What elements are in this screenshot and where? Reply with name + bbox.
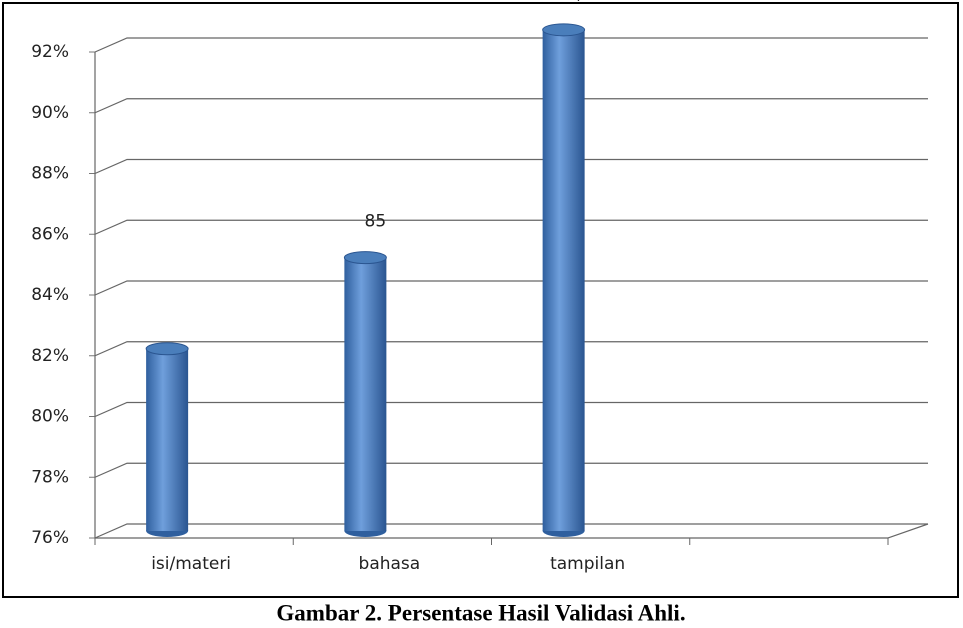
y-tick-label: 80%: [31, 407, 69, 427]
grid-line: [94, 158, 928, 175]
y-tick-label: 92%: [31, 42, 69, 62]
grid-line: [94, 462, 928, 478]
grid-line: [94, 37, 928, 53]
caption: Gambar 2. Persentase Hasil Validasi Ahli…: [276, 600, 685, 625]
bar: [542, 29, 585, 531]
bar-top: [542, 23, 586, 37]
data-label: 92,5: [555, 0, 593, 4]
grid-line: [94, 523, 928, 539]
x-tick-label: isi/materi: [151, 554, 231, 574]
y-tick-label: 86%: [31, 224, 69, 244]
bar-top: [343, 251, 387, 265]
bar: [344, 257, 387, 531]
x-tick-label: bahasa: [359, 554, 421, 574]
bar: [146, 348, 189, 531]
grid-line: [94, 341, 928, 357]
y-tick-label: 90%: [31, 103, 69, 123]
bar-top: [145, 342, 189, 356]
y-tick-label: 76%: [31, 528, 69, 548]
y-tick-label: 88%: [31, 164, 69, 184]
grid-line: [94, 280, 928, 296]
y-tick-label: 84%: [31, 285, 69, 305]
grid-line: [94, 98, 928, 114]
grid-line: [94, 219, 928, 235]
y-tick-label: 78%: [31, 467, 69, 487]
x-tick-label: tampilan: [550, 554, 625, 574]
y-tick-label: 82%: [31, 346, 69, 366]
data-label: 85: [365, 212, 387, 232]
grid-line: [94, 401, 928, 418]
